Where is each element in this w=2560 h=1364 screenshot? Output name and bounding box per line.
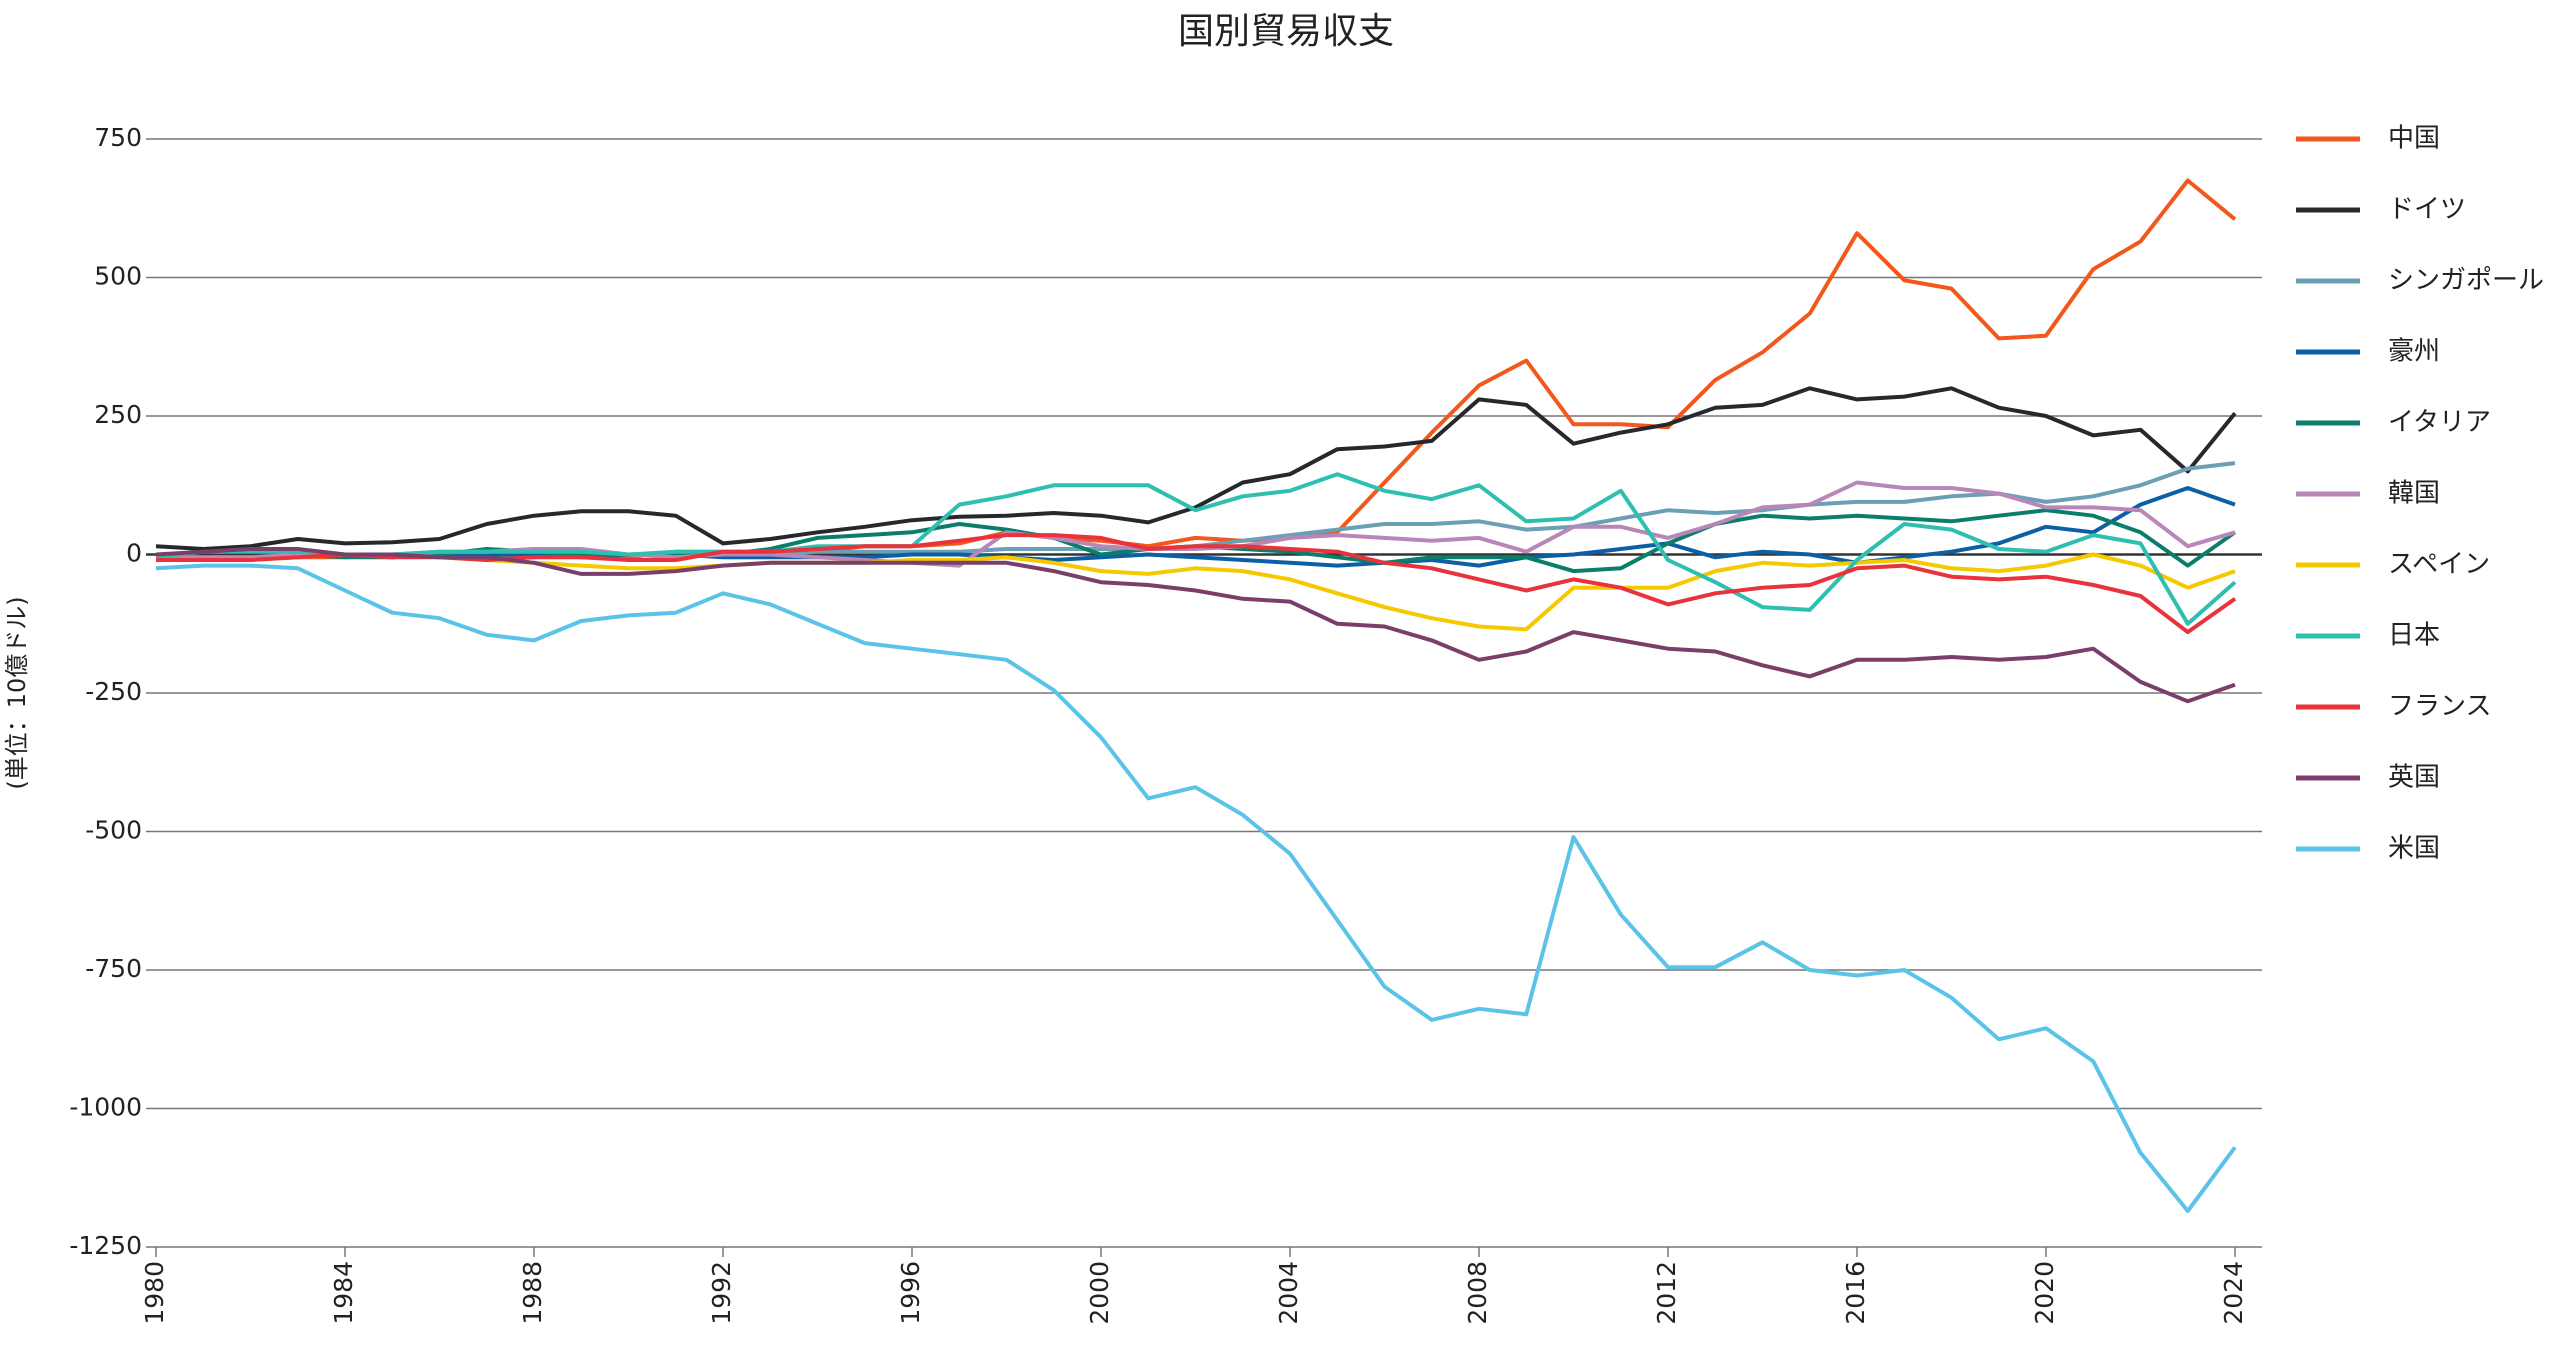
x-tick-label: 1996 [896,1261,925,1325]
x-tick-label: 1992 [707,1261,736,1325]
y-tick-label: 250 [94,400,142,429]
x-tick-label: 2008 [1463,1261,1492,1325]
x-tick-label: 2016 [1841,1261,1870,1325]
legend-label: 英国 [2388,763,2440,793]
x-tick-label: 1988 [518,1261,547,1325]
series-line [155,547,2236,704]
x-tick-label: 2012 [1652,1261,1681,1325]
series-line [155,563,2237,1213]
legend-label: ドイツ [2388,195,2466,225]
y-tick-label: -500 [85,816,142,845]
x-tick-label: 2004 [1274,1261,1303,1325]
y-tick-label: -1250 [69,1231,142,1260]
x-tick-label: 1980 [140,1261,169,1325]
y-tick-label: 750 [94,123,142,152]
legend-label: 中国 [2388,124,2440,154]
y-axis-label: (単位：10億ドル) [3,596,31,789]
y-tick-label: -750 [85,954,142,983]
y-tick-label: 0 [126,539,142,568]
legend-label: 韓国 [2388,479,2440,509]
y-tick-label: -1000 [69,1093,142,1122]
series-line [155,386,2237,551]
x-tick-label: 1984 [329,1261,358,1325]
legend-label: フランス [2388,692,2491,722]
x-tick-label: 2024 [2219,1261,2248,1325]
legend-label: シンガポール [2388,266,2544,296]
legend-label: 米国 [2388,834,2440,864]
y-tick-label: -250 [85,677,142,706]
x-tick-label: 2020 [2030,1261,2059,1325]
legend-label: 日本 [2388,621,2440,651]
x-tick-label: 2000 [1085,1261,1114,1325]
legend-label: 豪州 [2388,337,2440,367]
series-line [155,472,2237,626]
legend-label: スペイン [2388,550,2490,580]
chart-title: 国別貿易収支 [1178,11,1394,52]
y-tick-label: 500 [94,262,142,291]
legend-label: イタリア [2388,408,2491,438]
